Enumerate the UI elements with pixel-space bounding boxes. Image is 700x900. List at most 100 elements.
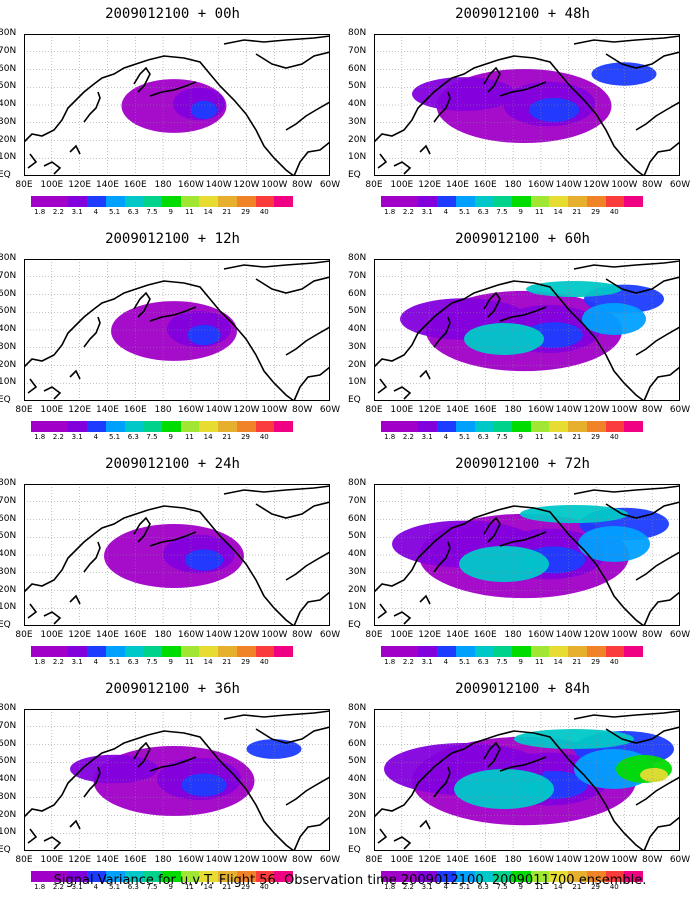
coastline xyxy=(83,316,101,348)
colorbar-swatch xyxy=(381,646,400,657)
colorbar-swatch xyxy=(549,871,569,882)
lat-label: 40N xyxy=(0,99,17,109)
colorbar-swatch xyxy=(87,871,106,882)
lon-label: 100E xyxy=(40,630,64,640)
colorbar-label: 4 xyxy=(443,883,449,891)
lon-label: 120E xyxy=(68,180,92,190)
coastline xyxy=(147,730,295,851)
colorbar-label: 4 xyxy=(93,658,99,666)
lon-label: 80W xyxy=(641,405,663,415)
lon-label: 100E xyxy=(390,855,414,865)
colorbar-swatch xyxy=(530,421,550,432)
colorbar-label: 9 xyxy=(168,208,173,216)
colorbar-label: 40 xyxy=(259,658,269,666)
map-panel: 2009012100 + 60h 80N 70N 60N 50N 40N 30N 20N 10N… xyxy=(348,225,695,447)
coastline xyxy=(377,828,388,844)
coastline xyxy=(27,828,38,844)
lat-label: 10N xyxy=(0,377,17,388)
colorbar-label: 29 xyxy=(591,433,601,441)
colorbar-label: 11 xyxy=(184,883,194,891)
colorbar-label: 7.5 xyxy=(146,433,158,441)
lon-label: 120E xyxy=(68,630,92,640)
colorbar-label: 29 xyxy=(241,208,251,216)
coastline xyxy=(149,306,197,322)
lon-label: 160E xyxy=(473,630,497,640)
variance-contour xyxy=(591,62,657,86)
variance-contour xyxy=(464,323,544,355)
colorbar-label: 7.5 xyxy=(496,658,508,666)
colorbar-swatch xyxy=(68,421,88,432)
lat-label: 10N xyxy=(0,827,17,838)
coastline xyxy=(285,326,330,356)
lat-label: 40N xyxy=(0,774,17,784)
lat-label: 70N xyxy=(0,495,17,506)
variance-contour xyxy=(70,754,158,784)
lat-label: 70N xyxy=(0,270,17,281)
variance-contour xyxy=(246,739,302,759)
lon-label: 140W xyxy=(555,180,582,190)
map-panel: 2009012100 + 24h 80N 70N 60N 50N 40N 30N 20N 10N… xyxy=(0,450,345,672)
lon-label: 80E xyxy=(365,630,383,640)
coastline xyxy=(497,55,645,176)
lat-label: 30N xyxy=(0,566,17,577)
colorbar-swatch xyxy=(493,646,513,657)
lon-label: 80E xyxy=(365,855,383,865)
lon-label: 60W xyxy=(319,405,341,415)
colorbar xyxy=(381,646,644,657)
colorbar-swatch xyxy=(512,871,531,882)
coastline xyxy=(147,280,295,401)
coastline xyxy=(377,378,388,394)
colorbar xyxy=(381,421,644,432)
coastline xyxy=(635,776,680,806)
colorbar-label: 3.1 xyxy=(71,208,83,216)
variance-map xyxy=(374,709,680,851)
coastline xyxy=(223,260,330,270)
colorbar-label: 7.5 xyxy=(146,883,158,891)
lon-label: 100E xyxy=(390,405,414,415)
lat-label: 60N xyxy=(348,738,367,749)
coastline xyxy=(374,734,499,818)
panel-title: 2009012100 + 60h xyxy=(455,231,590,247)
colorbar-swatch xyxy=(105,421,125,432)
colorbar-swatch xyxy=(605,646,625,657)
lon-label: 160E xyxy=(473,405,497,415)
colorbar-label: 9 xyxy=(168,883,173,891)
colorbar-swatch xyxy=(586,646,606,657)
lat-label: EQ xyxy=(0,170,11,180)
lat-label: 60N xyxy=(0,288,17,299)
lon-label: 80W xyxy=(291,630,313,640)
lon-label: 60W xyxy=(669,180,691,190)
colorbar-label: 6.3 xyxy=(127,208,139,216)
colorbar-label: 9 xyxy=(518,208,523,216)
colorbar-swatch xyxy=(255,646,275,657)
colorbar-swatch xyxy=(624,871,644,882)
colorbar-swatch xyxy=(68,871,88,882)
coastline xyxy=(43,161,62,175)
colorbar-label: 1.8 xyxy=(34,883,46,891)
colorbar-swatch xyxy=(586,871,606,882)
colorbar-swatch xyxy=(218,421,237,432)
lat-label: EQ xyxy=(348,620,361,630)
lon-label: 180 xyxy=(154,405,172,415)
colorbar-swatch xyxy=(474,646,494,657)
colorbar-swatch xyxy=(218,196,237,207)
lon-label: 120W xyxy=(583,405,610,415)
coastline xyxy=(255,726,330,744)
lat-label: EQ xyxy=(0,395,11,405)
lon-label: 80W xyxy=(641,855,663,865)
colorbar-swatch xyxy=(162,421,181,432)
lon-label: 160E xyxy=(473,855,497,865)
coastline xyxy=(27,378,38,394)
colorbar-swatch xyxy=(474,871,494,882)
coastline xyxy=(69,369,81,380)
colorbar-label: 3.1 xyxy=(71,658,83,666)
lat-label: EQ xyxy=(348,170,361,180)
colorbar-swatch xyxy=(437,871,456,882)
lon-label: 120E xyxy=(68,855,92,865)
lon-label: 160W xyxy=(177,630,204,640)
colorbar-label: 40 xyxy=(609,433,619,441)
coastline xyxy=(393,386,412,400)
colorbar-label: 11 xyxy=(184,208,194,216)
coastline xyxy=(643,366,680,401)
colorbar-label: 29 xyxy=(591,658,601,666)
